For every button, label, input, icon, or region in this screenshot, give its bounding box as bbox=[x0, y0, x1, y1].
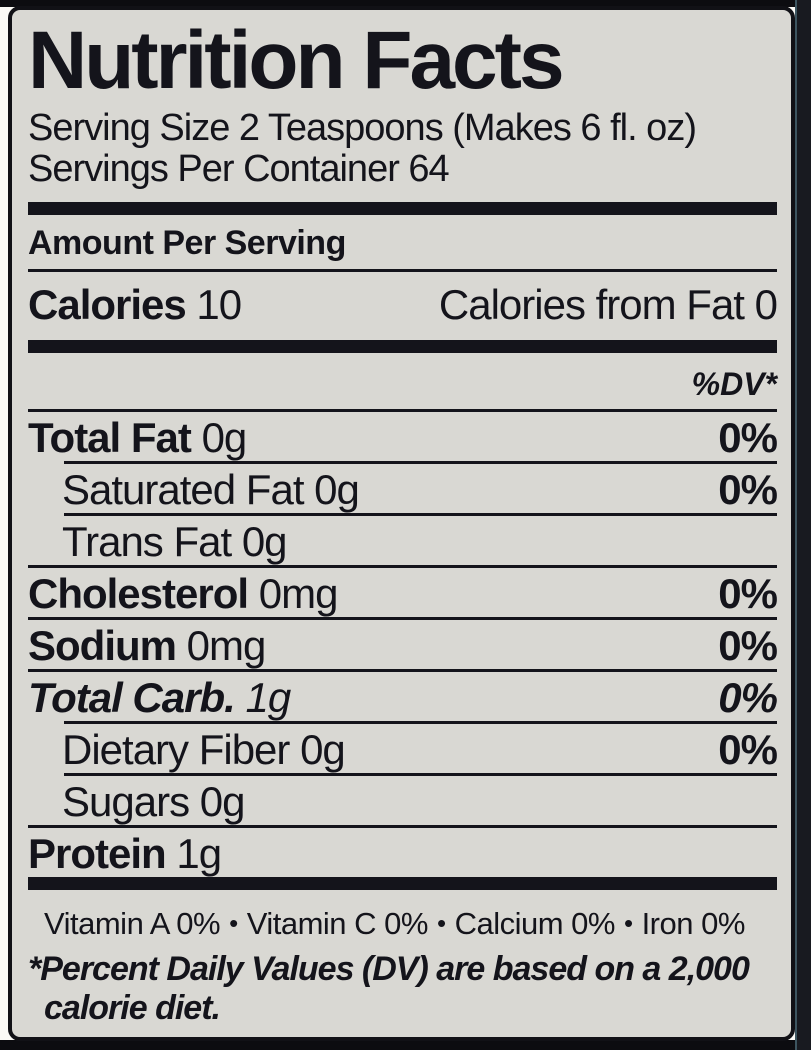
nutrient-dv: 0% bbox=[718, 725, 778, 773]
footnote-line-1: *Percent Daily Values (DV) are based on … bbox=[28, 949, 750, 988]
photo-edge-bottom bbox=[0, 1040, 811, 1050]
nutrient-amount: 0g bbox=[314, 465, 360, 513]
nutrition-facts-label: Nutrition Facts Serving Size 2 Teaspoons… bbox=[8, 6, 795, 1041]
vitamins-line: Vitamin A 0% • Vitamin C 0% • Calcium 0% • Iro… bbox=[28, 906, 777, 942]
vitamin-c: Vitamin C 0% bbox=[246, 905, 429, 941]
calories-row: Calories 10 Calories from Fat 0 bbox=[28, 272, 778, 340]
nutrient-amount: 0mg bbox=[258, 569, 339, 617]
nutrient-name: Cholesterol bbox=[28, 569, 249, 617]
nutrient-left: Total Carb. 1g bbox=[28, 672, 291, 723]
nutrient-dv: 0% bbox=[718, 465, 778, 513]
nutrient-amount: 0g bbox=[300, 725, 346, 773]
vitamin-a: Vitamin A 0% bbox=[44, 905, 221, 941]
calcium: Calcium 0% bbox=[454, 905, 616, 941]
calories-from-fat: Calories from Fat 0 bbox=[438, 280, 778, 328]
nutrient-amount: 1g bbox=[176, 829, 222, 877]
nutrient-left: Sodium 0mg bbox=[28, 620, 267, 671]
nutrient-left: Protein 1g bbox=[28, 828, 222, 879]
nutrient-amount: 0g bbox=[199, 777, 246, 825]
footnote-line-2: calorie diet. bbox=[44, 989, 221, 1028]
separator-thick-calories bbox=[28, 339, 777, 353]
nutrient-name: Sugars bbox=[62, 777, 190, 825]
nutrient-row-sugars: Sugars 0g bbox=[28, 776, 777, 825]
nutrient-name: Total Fat bbox=[28, 413, 192, 461]
daily-value-header: %DV* bbox=[28, 353, 777, 412]
nutrient-left: Total Fat 0g bbox=[28, 412, 248, 463]
nutrient-left: Sugars 0g bbox=[62, 776, 246, 827]
separator-thin bbox=[28, 668, 777, 672]
nutrient-amount: 0g bbox=[201, 413, 248, 461]
bullet-separator: • bbox=[436, 907, 446, 938]
separator-thin bbox=[64, 720, 777, 724]
nutrient-row-saturated-fat: Saturated Fat 0g 0% bbox=[28, 464, 778, 515]
separator-thin bbox=[28, 616, 777, 620]
calories-value: 10 bbox=[196, 280, 242, 328]
separator-thin bbox=[64, 772, 777, 776]
nutrient-left: Saturated Fat 0g bbox=[62, 464, 360, 515]
nutrient-dv: 0% bbox=[718, 673, 778, 721]
nutrient-amount: 0g bbox=[241, 517, 288, 565]
photo-edge-top bbox=[0, 0, 811, 7]
nutrient-dv: 0% bbox=[718, 621, 778, 669]
calories-left: Calories 10 bbox=[28, 280, 242, 329]
separator-thin bbox=[28, 564, 777, 568]
nutrient-row-sodium: Sodium 0mg 0% bbox=[28, 620, 778, 671]
bullet-separator: • bbox=[229, 907, 238, 938]
nutrient-row-trans-fat: Trans Fat 0g bbox=[28, 516, 777, 565]
nutrient-left: Dietary Fiber 0g bbox=[62, 724, 346, 775]
separator-thin bbox=[28, 824, 777, 828]
nutrient-left: Trans Fat 0g bbox=[62, 516, 288, 567]
nutrient-left: Cholesterol 0mg bbox=[28, 568, 339, 619]
separator-thick-top bbox=[28, 201, 777, 215]
nutrient-name: Saturated Fat bbox=[62, 465, 304, 513]
nutrient-name: Total Carb. bbox=[28, 673, 236, 721]
nutrient-dv: 0% bbox=[718, 569, 778, 617]
nutrient-dv: 0% bbox=[718, 413, 778, 461]
amount-per-serving-heading: Amount Per Serving bbox=[28, 215, 777, 272]
nutrient-row-dietary-fiber: Dietary Fiber 0g 0% bbox=[28, 724, 778, 775]
nutrient-name: Protein bbox=[28, 829, 167, 877]
calories-label: Calories bbox=[28, 280, 187, 328]
nutrient-row-total-fat: Total Fat 0g 0% bbox=[28, 412, 778, 463]
nutrient-name: Sodium bbox=[28, 621, 177, 669]
nutrient-amount: 1g bbox=[245, 673, 291, 721]
servings-per-container-text: Servings Per Container 64 bbox=[28, 147, 450, 190]
separator-thick-bottom bbox=[28, 876, 777, 890]
nutrient-name: Dietary Fiber bbox=[62, 725, 290, 773]
iron: Iron 0% bbox=[641, 905, 746, 941]
nutrition-facts-title: Nutrition Facts bbox=[28, 15, 565, 106]
nutrient-row-protein: Protein 1g bbox=[28, 828, 777, 877]
separator-thin bbox=[64, 460, 777, 464]
nutrient-row-cholesterol: Cholesterol 0mg 0% bbox=[28, 568, 778, 619]
separator-thin bbox=[64, 512, 777, 516]
photo-edge-right bbox=[795, 0, 811, 1050]
serving-size-text: Serving Size 2 Teaspoons (Makes 6 fl. oz… bbox=[28, 106, 697, 149]
bullet-separator: • bbox=[623, 907, 633, 938]
nutrient-name: Trans Fat bbox=[62, 517, 232, 565]
nutrient-amount: 0mg bbox=[186, 621, 267, 669]
nutrient-row-total-carb: Total Carb. 1g 0% bbox=[28, 672, 778, 723]
